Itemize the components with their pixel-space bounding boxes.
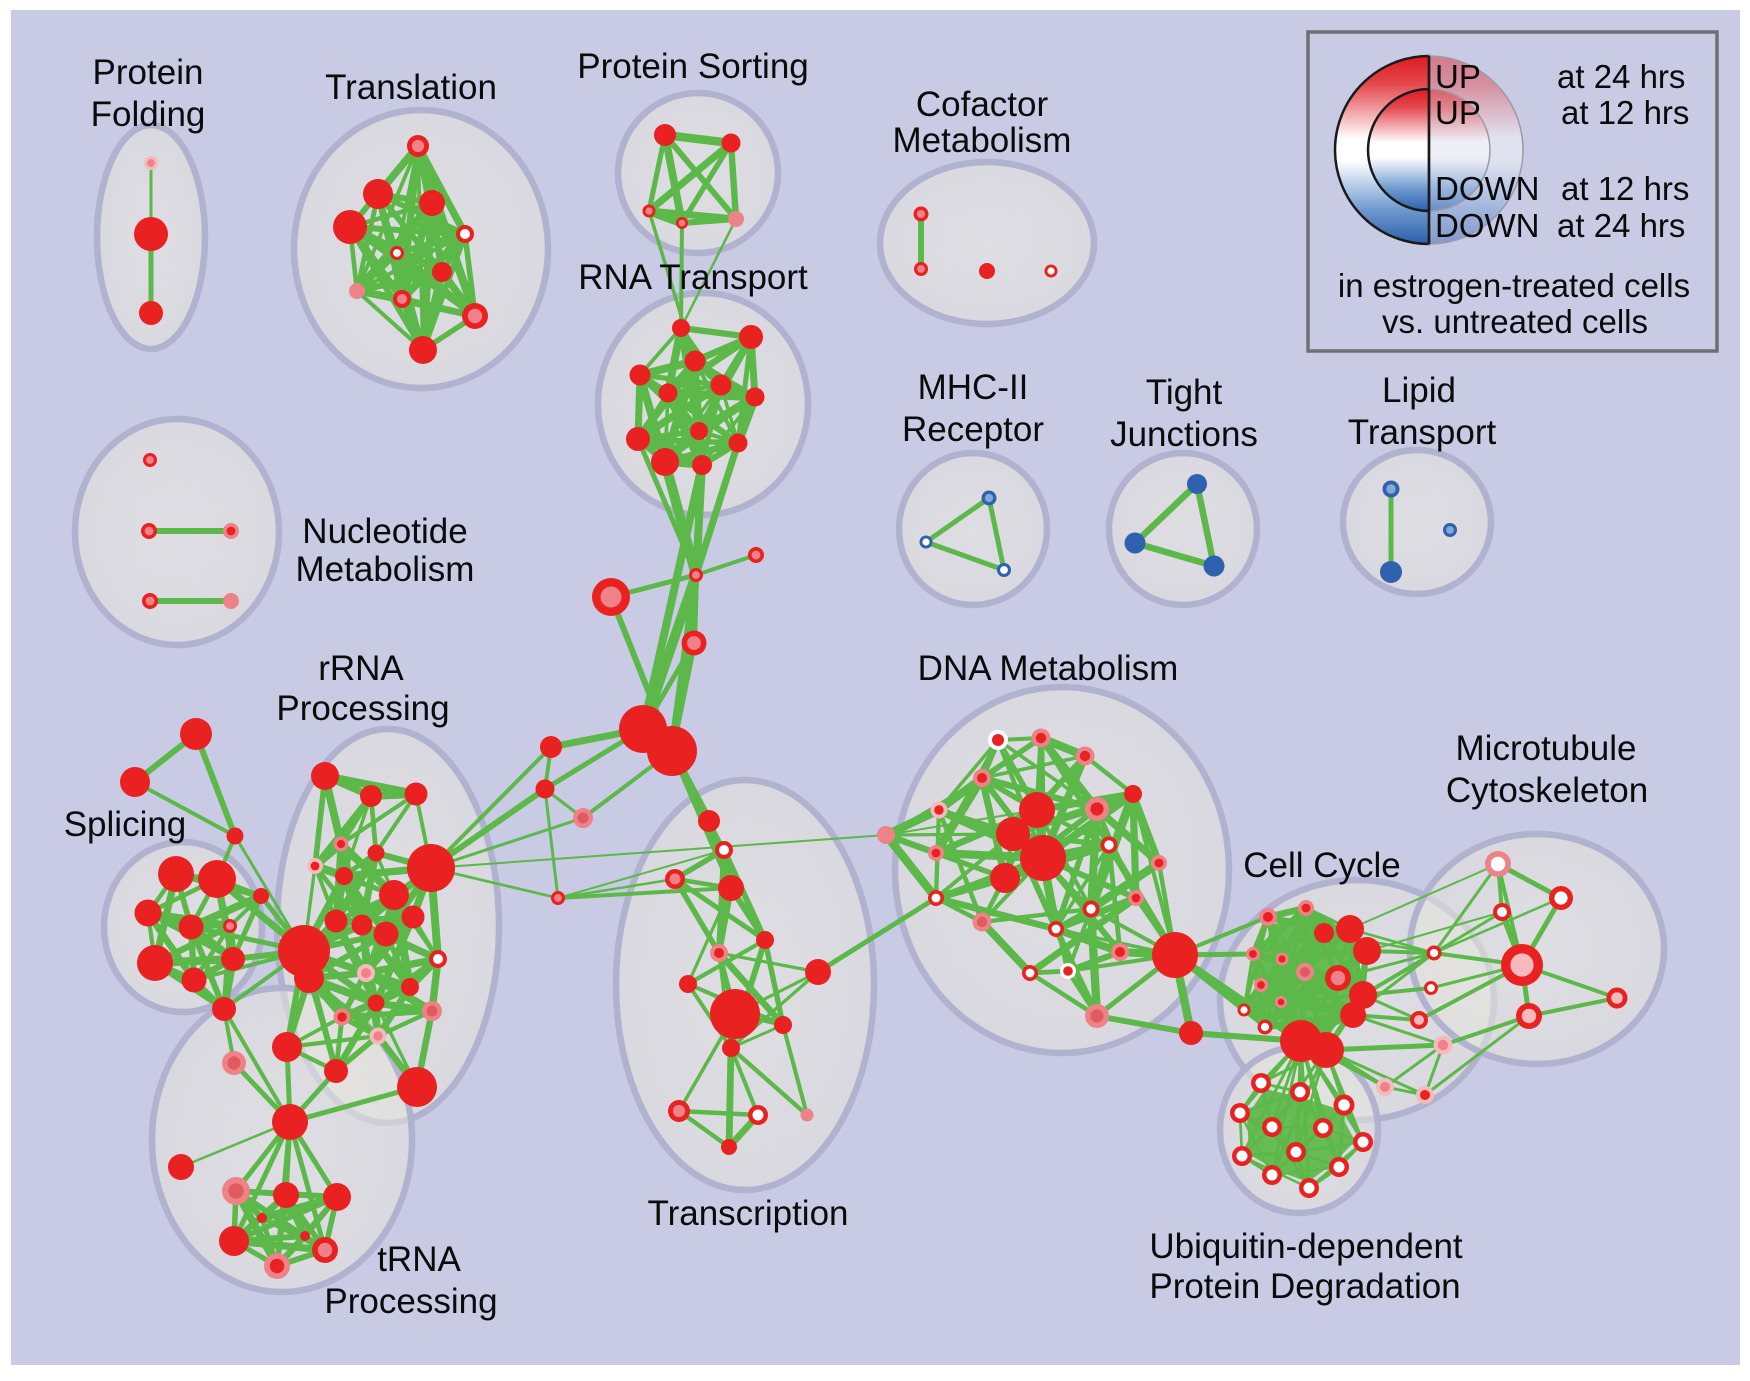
svg-text:DOWN: DOWN (1435, 170, 1539, 207)
svg-text:UP: UP (1435, 94, 1481, 131)
svg-text:DNA Metabolism: DNA Metabolism (918, 649, 1179, 688)
svg-text:Tight: Tight (1146, 373, 1223, 412)
svg-text:Protein: Protein (93, 53, 204, 92)
svg-text:Cell Cycle: Cell Cycle (1243, 846, 1401, 885)
svg-text:Microtubule: Microtubule (1456, 729, 1637, 768)
svg-text:at 24 hrs: at 24 hrs (1557, 58, 1685, 95)
svg-text:Receptor: Receptor (902, 410, 1044, 449)
svg-text:UP: UP (1435, 58, 1481, 95)
svg-text:at 12 hrs: at 12 hrs (1561, 170, 1689, 207)
svg-text:in estrogen-treated cells: in estrogen-treated cells (1338, 267, 1690, 304)
svg-text:Junctions: Junctions (1110, 415, 1258, 454)
svg-text:MHC-II: MHC-II (918, 368, 1029, 407)
svg-text:DOWN: DOWN (1435, 207, 1539, 244)
svg-text:Folding: Folding (91, 95, 206, 134)
svg-text:Processing: Processing (276, 689, 449, 728)
svg-text:tRNA: tRNA (377, 1240, 461, 1279)
svg-text:Metabolism: Metabolism (296, 550, 475, 589)
svg-text:Processing: Processing (324, 1282, 497, 1321)
svg-text:Splicing: Splicing (64, 805, 187, 844)
svg-text:Cofactor: Cofactor (916, 85, 1049, 124)
svg-text:rRNA: rRNA (318, 649, 404, 688)
svg-text:at 24 hrs: at 24 hrs (1557, 207, 1685, 244)
svg-text:Transcription: Transcription (648, 1194, 849, 1233)
svg-text:Cytoskeleton: Cytoskeleton (1446, 771, 1648, 810)
svg-text:Protein Sorting: Protein Sorting (577, 47, 809, 86)
svg-text:Transport: Transport (1348, 413, 1497, 452)
svg-text:Nucleotide: Nucleotide (302, 512, 467, 551)
svg-text:Lipid: Lipid (1382, 371, 1456, 410)
svg-text:at 12 hrs: at 12 hrs (1561, 94, 1689, 131)
svg-text:Translation: Translation (325, 68, 497, 107)
svg-text:Metabolism: Metabolism (893, 121, 1072, 160)
svg-text:Ubiquitin-dependent: Ubiquitin-dependent (1149, 1227, 1463, 1266)
svg-text:Protein Degradation: Protein Degradation (1149, 1267, 1460, 1306)
svg-text:RNA Transport: RNA Transport (578, 258, 808, 297)
svg-text:vs. untreated cells: vs. untreated cells (1382, 303, 1648, 340)
